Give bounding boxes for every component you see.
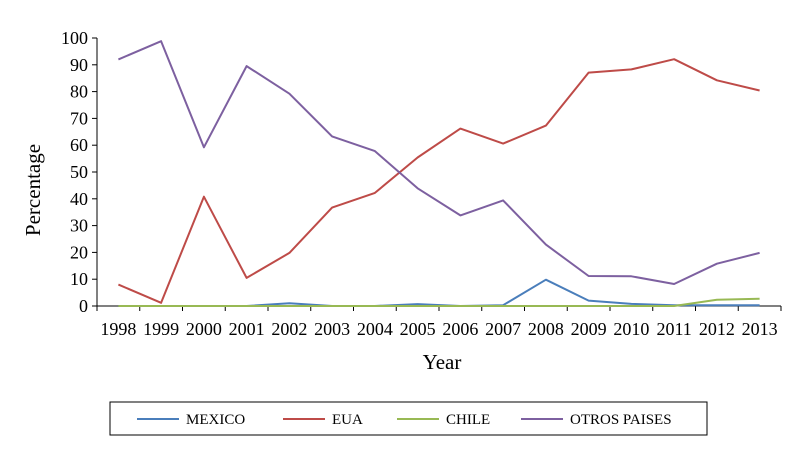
y-tick-label: 80: [70, 82, 88, 102]
x-tick-label: 2005: [400, 319, 436, 339]
series-line-chile: [118, 297, 760, 307]
legend-label: EUA: [332, 412, 363, 428]
x-tick-label: 2000: [186, 319, 222, 339]
x-tick-label: 2002: [271, 319, 307, 339]
x-axis-title: Year: [423, 350, 462, 374]
x-axis-ticks: 1998 1999 2000 2001 2002 2003 2004 2005 2006 2007…: [96, 306, 782, 339]
x-tick-label: 2013: [742, 319, 778, 339]
y-tick-label: 100: [61, 28, 88, 48]
y-axis-ticks: 0 10 20 30 40 50 60 70 80 90 100: [61, 28, 97, 316]
series-line-eua: [118, 58, 760, 304]
x-tick-label: 2010: [613, 319, 649, 339]
series-line-otros-paises: [118, 40, 760, 285]
x-tick-label: 2007: [485, 319, 521, 339]
x-tick-label: 2008: [528, 319, 564, 339]
x-tick-label: 2012: [699, 319, 735, 339]
x-tick-label: 1999: [143, 319, 179, 339]
y-tick-label: 30: [70, 216, 88, 236]
x-tick-label: 2004: [357, 319, 393, 339]
y-axis-title: Percentage: [21, 144, 45, 236]
x-tick-label: 2003: [314, 319, 350, 339]
y-tick-label: 10: [70, 269, 88, 289]
y-tick-label: 90: [70, 55, 88, 75]
x-tick-label: 2006: [442, 319, 478, 339]
x-tick-label: 2009: [571, 319, 607, 339]
x-tick-label: 2001: [229, 319, 265, 339]
x-tick-label: 1998: [100, 319, 136, 339]
y-tick-label: 40: [70, 189, 88, 209]
y-tick-label: 0: [79, 296, 88, 316]
legend-label: OTROS PAISES: [570, 412, 672, 428]
x-tick-label: 2011: [656, 319, 691, 339]
y-tick-label: 60: [70, 135, 88, 155]
y-tick-label: 70: [70, 108, 88, 128]
y-tick-label: 20: [70, 242, 88, 262]
series-line-mexico: [118, 278, 760, 307]
legend-label: CHILE: [446, 412, 490, 428]
legend: MEXICO EUA CHILE OTROS PAISES: [109, 401, 708, 436]
y-tick-label: 50: [70, 162, 88, 182]
series-lines: [118, 40, 760, 307]
legend-label: MEXICO: [186, 412, 245, 428]
